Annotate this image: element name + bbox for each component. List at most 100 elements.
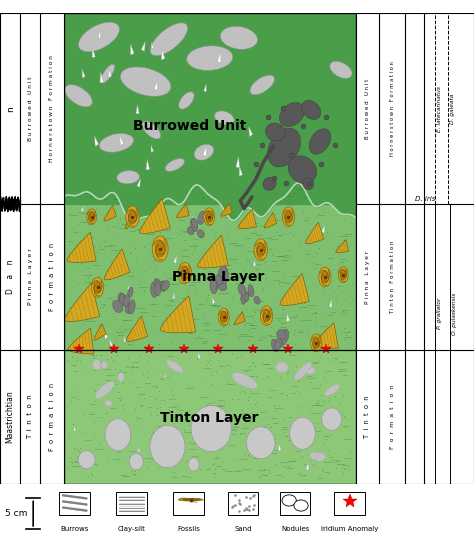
Polygon shape (131, 44, 134, 55)
Polygon shape (164, 373, 166, 378)
Ellipse shape (278, 337, 284, 348)
Polygon shape (305, 222, 324, 244)
Polygon shape (139, 198, 170, 233)
Polygon shape (124, 336, 126, 342)
Ellipse shape (128, 300, 135, 314)
Polygon shape (119, 135, 124, 146)
Ellipse shape (152, 236, 168, 262)
Polygon shape (173, 256, 177, 263)
Text: F  o  r  m  a  t  i  o  n: F o r m a t i o n (390, 385, 395, 449)
Polygon shape (173, 292, 175, 299)
Ellipse shape (92, 360, 100, 370)
Ellipse shape (314, 452, 326, 461)
Polygon shape (109, 340, 113, 347)
Ellipse shape (220, 311, 227, 323)
Polygon shape (109, 208, 112, 213)
Ellipse shape (151, 282, 157, 297)
Ellipse shape (191, 406, 231, 452)
Ellipse shape (101, 361, 108, 369)
Polygon shape (204, 84, 206, 92)
Ellipse shape (281, 329, 289, 344)
Polygon shape (64, 283, 100, 322)
Ellipse shape (243, 292, 249, 302)
Polygon shape (249, 127, 253, 136)
Polygon shape (68, 328, 94, 354)
Ellipse shape (294, 500, 308, 511)
Polygon shape (234, 312, 245, 325)
Text: Maastrichtian: Maastrichtian (6, 391, 15, 444)
Ellipse shape (330, 62, 352, 79)
Ellipse shape (198, 211, 205, 224)
Polygon shape (104, 249, 130, 280)
Polygon shape (287, 313, 290, 322)
Bar (280, 492, 310, 515)
Ellipse shape (256, 243, 265, 256)
Polygon shape (125, 213, 136, 228)
Polygon shape (198, 351, 201, 358)
Text: Fossils: Fossils (177, 526, 200, 532)
Ellipse shape (172, 429, 182, 435)
Ellipse shape (65, 85, 92, 107)
Text: T i n t o n   F o r m a t i o n: T i n t o n F o r m a t i o n (390, 240, 395, 314)
Ellipse shape (155, 241, 165, 257)
Ellipse shape (150, 425, 185, 468)
Ellipse shape (162, 280, 169, 291)
Ellipse shape (268, 128, 301, 167)
Polygon shape (191, 501, 198, 503)
Ellipse shape (78, 451, 95, 469)
Ellipse shape (338, 267, 348, 282)
Ellipse shape (188, 458, 199, 471)
Ellipse shape (218, 281, 227, 291)
Ellipse shape (206, 211, 212, 222)
Polygon shape (154, 80, 157, 90)
Text: T  i  n  t  o  n: T i n t o n (27, 395, 33, 439)
Polygon shape (238, 209, 256, 228)
Ellipse shape (126, 206, 139, 227)
Text: D. galeata: D. galeata (450, 94, 455, 124)
Ellipse shape (128, 287, 133, 297)
Text: F  o  r  m  a  t  i  o  n: F o r m a t i o n (49, 243, 55, 311)
Ellipse shape (263, 310, 270, 322)
Polygon shape (136, 105, 139, 114)
Text: Burrows: Burrows (61, 526, 89, 532)
Ellipse shape (294, 362, 312, 380)
Ellipse shape (271, 339, 279, 352)
Bar (173, 492, 204, 515)
Ellipse shape (254, 239, 267, 261)
Ellipse shape (160, 281, 165, 291)
Ellipse shape (117, 171, 139, 184)
Ellipse shape (250, 75, 274, 95)
Text: Tinton Layer: Tinton Layer (161, 411, 259, 425)
Polygon shape (264, 212, 277, 228)
Text: P. grallator: P. grallator (437, 298, 442, 329)
Polygon shape (212, 297, 215, 304)
Text: F  o  r  m  a  t  i  o  n: F o r m a t i o n (49, 383, 55, 451)
Text: O. pulaskensis: O. pulaskensis (452, 293, 457, 334)
Ellipse shape (194, 144, 214, 160)
Polygon shape (306, 462, 309, 470)
Ellipse shape (210, 278, 217, 294)
Ellipse shape (276, 362, 288, 372)
Ellipse shape (91, 278, 104, 297)
Polygon shape (74, 425, 76, 431)
Bar (59, 492, 90, 515)
Polygon shape (104, 331, 108, 339)
Ellipse shape (310, 452, 318, 459)
Polygon shape (176, 204, 189, 218)
Bar (64, 204, 356, 350)
Ellipse shape (232, 373, 257, 388)
Ellipse shape (188, 227, 194, 235)
Polygon shape (224, 439, 226, 445)
Ellipse shape (181, 266, 189, 280)
Ellipse shape (183, 499, 199, 501)
Ellipse shape (212, 280, 219, 292)
Bar (64, 13, 356, 204)
Polygon shape (218, 52, 221, 63)
Ellipse shape (166, 360, 183, 373)
Ellipse shape (191, 218, 198, 232)
Ellipse shape (313, 338, 319, 348)
Polygon shape (191, 216, 193, 222)
Polygon shape (322, 225, 325, 233)
Polygon shape (253, 259, 255, 266)
Ellipse shape (285, 211, 292, 223)
